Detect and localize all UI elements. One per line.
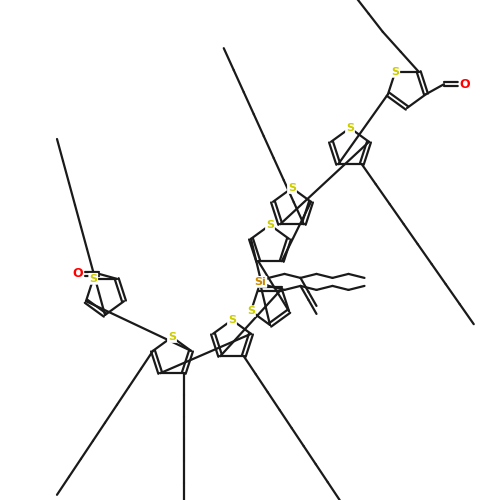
Text: S: S <box>228 315 236 325</box>
Text: S: S <box>89 274 97 284</box>
Text: S: S <box>346 123 354 133</box>
Text: O: O <box>460 78 470 90</box>
Text: S: S <box>391 67 399 77</box>
Text: S: S <box>266 220 274 230</box>
Text: Si: Si <box>254 277 266 287</box>
Text: S: S <box>288 183 296 193</box>
Text: S: S <box>247 306 255 316</box>
Text: S: S <box>168 332 176 342</box>
Text: O: O <box>72 268 83 280</box>
